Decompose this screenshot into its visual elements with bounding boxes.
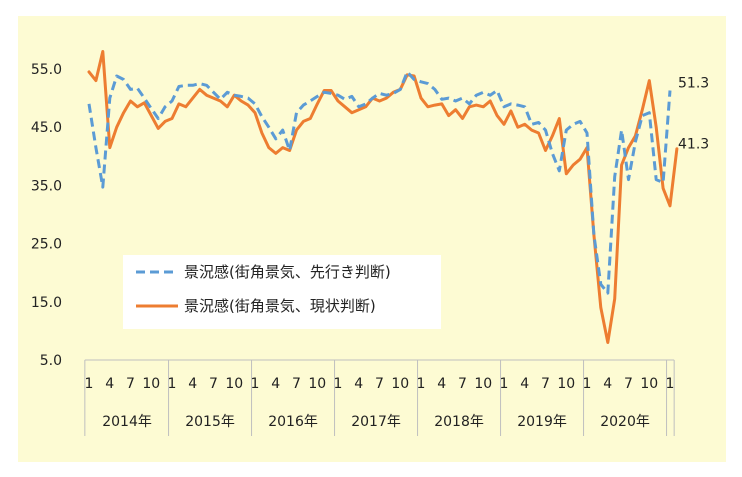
x-tick-label: 1 (500, 376, 509, 392)
legend-label: 景況感(街角景気、現状判断) (184, 297, 376, 315)
x-tick-label: 10 (142, 376, 160, 392)
legend-label: 景況感(街角景気、先行き判断) (184, 263, 391, 281)
year-label: 2014年 (102, 414, 152, 430)
x-tick-label: 4 (603, 376, 612, 392)
y-axis-ticks: 5.0 15.0 25.0 35.0 45.0 55.0 (31, 62, 62, 369)
x-tick-label: 4 (354, 376, 363, 392)
legend-box (123, 255, 441, 329)
year-label: 2015年 (185, 414, 235, 430)
x-tick-label: 4 (437, 376, 446, 392)
x-tick-label: 7 (624, 376, 633, 392)
series-lines (87, 50, 679, 344)
year-label: 2017年 (351, 414, 401, 430)
y-tick-label: 25.0 (31, 237, 62, 253)
x-tick-label: 1 (168, 376, 177, 392)
x-tick-label: 7 (375, 376, 384, 392)
y-tick-label: 5.0 (40, 353, 62, 369)
year-label: 2018年 (434, 414, 484, 430)
end-labels: 41.3 51.3 (678, 76, 709, 153)
series-current-line (87, 50, 679, 344)
y-tick-label: 55.0 (31, 62, 62, 78)
x-tick-label: 10 (474, 376, 492, 392)
x-tick-label: 7 (209, 376, 218, 392)
x-tick-label: 7 (541, 376, 550, 392)
x-tick-label: 1 (85, 376, 94, 392)
year-label: 2020年 (600, 414, 650, 430)
y-tick-label: 45.0 (31, 120, 62, 136)
y-tick-label: 35.0 (31, 178, 62, 194)
end-label: 41.3 (678, 137, 709, 153)
x-tick-label: 1 (583, 376, 592, 392)
x-tick-label: 4 (271, 376, 280, 392)
x-tick-label: 4 (520, 376, 529, 392)
x-tick-label: 1 (334, 376, 343, 392)
end-label: 51.3 (678, 76, 709, 92)
legend: 景況感(街角景気、先行き判断) 景況感(街角景気、現状判断) (123, 255, 441, 329)
x-tick-label: 1 (251, 376, 260, 392)
x-tick-label: 7 (292, 376, 301, 392)
x-tick-label: 7 (458, 376, 467, 392)
x-tick-label: 10 (640, 376, 658, 392)
x-tick-label: 1 (666, 376, 675, 392)
x-tick-label: 4 (105, 376, 114, 392)
year-label: 2016年 (268, 414, 318, 430)
year-label: 2019年 (517, 414, 567, 430)
y-tick-label: 15.0 (31, 295, 62, 311)
chart-frame (18, 16, 726, 462)
x-tick-label: 10 (557, 376, 575, 392)
x-tick-label: 10 (225, 376, 243, 392)
x-tick-label: 10 (308, 376, 326, 392)
x-tick-label: 1 (417, 376, 426, 392)
x-tick-label: 10 (391, 376, 409, 392)
x-tick-label: 7 (126, 376, 135, 392)
x-axis: 1 4 7 10 1 4 7 10 1 4 7 10 1 4 7 10 1 4 7 10 1 4 7 10 1 4 7 10 12014… (84, 359, 675, 436)
x-tick-label: 4 (188, 376, 197, 392)
